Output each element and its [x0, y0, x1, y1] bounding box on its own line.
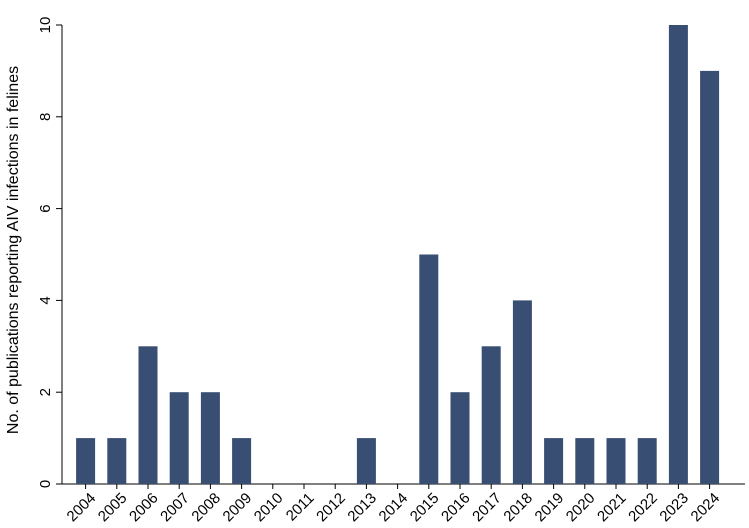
bar [107, 438, 127, 484]
bar [544, 438, 564, 484]
y-tick-label: 10 [37, 17, 54, 34]
bar [481, 346, 501, 484]
x-tick-label: 2010 [251, 490, 287, 526]
bar [700, 70, 720, 485]
x-tick-label: 2013 [344, 490, 380, 526]
y-tick-label: 4 [37, 296, 54, 304]
y-tick-label: 6 [37, 204, 54, 212]
y-tick-label: 2 [37, 388, 54, 396]
bar [232, 438, 252, 484]
bar [356, 438, 376, 484]
bar [575, 438, 595, 484]
x-tick-label: 2011 [283, 490, 318, 525]
x-tick-label: 2004 [64, 490, 100, 526]
x-tick-label: 2023 [656, 490, 692, 526]
x-tick-label: 2012 [313, 490, 349, 526]
x-tick-label: 2024 [688, 490, 724, 526]
bar [668, 25, 688, 484]
x-tick-label: 2016 [438, 490, 474, 526]
x-tick-label: 2014 [376, 490, 412, 526]
bar [138, 346, 158, 484]
bar [200, 392, 220, 484]
bar [450, 392, 470, 484]
bar [169, 392, 189, 484]
x-tick-label: 2017 [469, 490, 505, 526]
bar [637, 438, 657, 484]
x-tick-label: 2009 [220, 490, 256, 526]
bar [606, 438, 626, 484]
x-tick-label: 2018 [500, 490, 536, 526]
x-tick-label: 2006 [126, 490, 162, 526]
x-tick-label: 2008 [188, 490, 224, 526]
bar [419, 254, 439, 484]
x-tick-label: 2007 [157, 490, 193, 526]
bar [76, 438, 96, 484]
x-tick-label: 2015 [407, 490, 443, 526]
y-tick-label: 0 [37, 480, 54, 488]
y-axis-title: No. of publications reporting AIV infect… [5, 66, 22, 434]
x-tick-label: 2022 [625, 490, 661, 526]
x-tick-label: 2020 [563, 490, 599, 526]
y-tick-label: 8 [37, 113, 54, 121]
x-tick-label: 2019 [532, 490, 568, 526]
x-tick-label: 2005 [95, 490, 131, 526]
bar [512, 300, 532, 484]
x-tick-label: 2021 [594, 490, 630, 526]
